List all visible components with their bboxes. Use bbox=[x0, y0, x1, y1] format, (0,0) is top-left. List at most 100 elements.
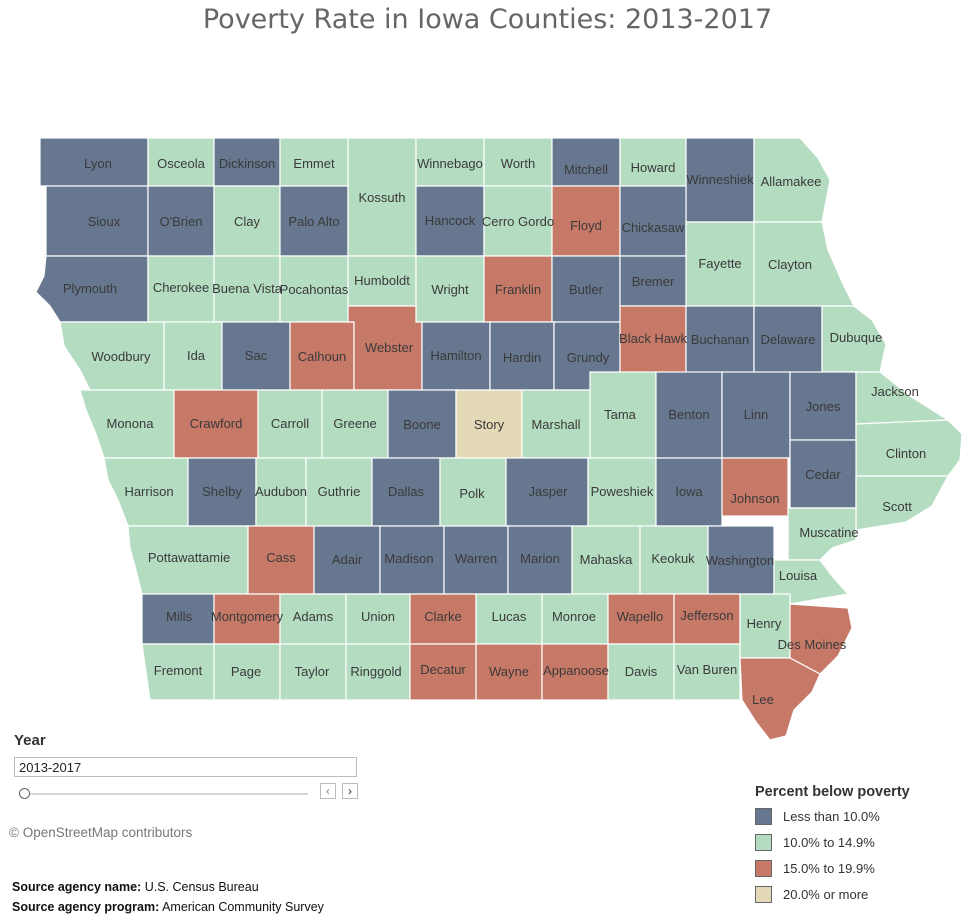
county-story[interactable] bbox=[455, 389, 523, 459]
county-calhoun[interactable] bbox=[289, 321, 355, 391]
county-mahaska[interactable] bbox=[571, 525, 641, 595]
county-bremer[interactable] bbox=[619, 255, 687, 307]
county-washington[interactable] bbox=[707, 525, 775, 595]
county-label: Delaware bbox=[761, 332, 816, 347]
county-franklin[interactable] bbox=[483, 255, 553, 323]
county-cerro-gordo[interactable] bbox=[483, 185, 553, 257]
county-clarke[interactable] bbox=[409, 593, 477, 645]
county-cherokee[interactable] bbox=[147, 255, 215, 323]
county-label: Pocahontas bbox=[280, 282, 349, 297]
county-dallas[interactable] bbox=[371, 457, 441, 527]
county-van-buren[interactable] bbox=[673, 643, 741, 701]
county-label: Madison bbox=[384, 551, 433, 566]
legend-item[interactable]: 10.0% to 14.9% bbox=[755, 834, 910, 860]
iowa-county-map[interactable]: Lyon Osceola Dickinson Emmet Sioux O'Brien Cla… bbox=[0, 0, 975, 760]
county-label: Adair bbox=[332, 552, 363, 567]
county-page[interactable] bbox=[213, 643, 281, 701]
county-label: Clay bbox=[234, 214, 261, 229]
county-taylor[interactable] bbox=[279, 643, 347, 701]
county-boone[interactable] bbox=[387, 389, 457, 459]
county-lee[interactable] bbox=[739, 657, 821, 741]
county-hardin[interactable] bbox=[489, 321, 555, 391]
county-label: Hamilton bbox=[430, 348, 481, 363]
county-label: Crawford bbox=[190, 416, 243, 431]
county-johnson[interactable] bbox=[721, 457, 789, 517]
county-buchanan[interactable] bbox=[685, 305, 755, 375]
county-delaware[interactable] bbox=[753, 305, 823, 375]
county-label: Fayette bbox=[698, 256, 741, 271]
county-sac[interactable] bbox=[221, 321, 291, 391]
legend-item[interactable]: 15.0% to 19.9% bbox=[755, 860, 910, 886]
county-guthrie[interactable] bbox=[305, 457, 373, 527]
county-fremont[interactable] bbox=[141, 643, 215, 701]
county-label: Van Buren bbox=[677, 662, 737, 677]
county-davis[interactable] bbox=[607, 643, 675, 701]
legend-label: 10.0% to 14.9% bbox=[783, 835, 875, 850]
county-benton[interactable] bbox=[655, 371, 723, 459]
county-dickinson[interactable] bbox=[213, 137, 281, 187]
county-iowa[interactable] bbox=[655, 457, 723, 527]
county-label: Des Moines bbox=[778, 637, 847, 652]
county-label: Jackson bbox=[871, 384, 919, 399]
county-label: Jasper bbox=[528, 484, 568, 499]
county-wayne[interactable] bbox=[475, 643, 543, 701]
county-monroe[interactable] bbox=[541, 593, 609, 645]
next-year-button[interactable]: › bbox=[342, 783, 358, 799]
legend-item[interactable]: Less than 10.0% bbox=[755, 808, 910, 834]
county-lyon[interactable] bbox=[39, 137, 149, 187]
legend-item[interactable]: 20.0% or more bbox=[755, 886, 910, 912]
county-jasper[interactable] bbox=[505, 457, 589, 527]
county-osceola[interactable] bbox=[147, 137, 215, 187]
county-linn[interactable] bbox=[721, 371, 791, 459]
county-mills[interactable] bbox=[141, 593, 215, 645]
county-label: Ida bbox=[187, 348, 206, 363]
county-label: Osceola bbox=[157, 156, 205, 171]
county-label: Keokuk bbox=[651, 551, 695, 566]
county-audubon[interactable] bbox=[255, 457, 307, 527]
previous-year-button[interactable]: ‹ bbox=[320, 783, 336, 799]
year-dropdown[interactable]: 2013-2017 bbox=[14, 757, 357, 777]
county-union[interactable] bbox=[345, 593, 411, 645]
county-wright[interactable] bbox=[415, 255, 485, 323]
county-label: Plymouth bbox=[63, 281, 117, 296]
county-cass[interactable] bbox=[247, 525, 315, 595]
county-mitchell[interactable] bbox=[551, 137, 621, 187]
county-winneshiek[interactable] bbox=[685, 137, 755, 223]
county-label: Calhoun bbox=[298, 349, 346, 364]
county-poweshiek[interactable] bbox=[587, 457, 657, 527]
county-label: Hancock bbox=[425, 213, 476, 228]
county-label: Franklin bbox=[495, 282, 541, 297]
county-wapello[interactable] bbox=[607, 593, 675, 645]
county-floyd[interactable] bbox=[551, 185, 621, 257]
county-kossuth[interactable] bbox=[347, 137, 417, 257]
county-warren[interactable] bbox=[443, 525, 509, 595]
county-label: Ringgold bbox=[350, 664, 401, 679]
county-adair[interactable] bbox=[313, 525, 381, 595]
county-label: Cerro Gordo bbox=[482, 214, 554, 229]
county-fayette[interactable] bbox=[685, 221, 755, 307]
county-crawford[interactable] bbox=[173, 389, 259, 459]
county-tama[interactable] bbox=[589, 371, 657, 459]
county-howard[interactable] bbox=[619, 137, 687, 187]
county-label: Clinton bbox=[886, 446, 926, 461]
county-appanoose[interactable] bbox=[541, 643, 609, 701]
county-label: Emmet bbox=[293, 156, 335, 171]
year-slider[interactable]: ‹ › bbox=[14, 783, 364, 805]
county-adams[interactable] bbox=[279, 593, 347, 645]
slider-thumb[interactable] bbox=[19, 788, 30, 799]
county-label: Jefferson bbox=[680, 608, 733, 623]
county-pocahontas[interactable] bbox=[279, 255, 349, 323]
county-decatur[interactable] bbox=[409, 643, 477, 701]
county-winnebago[interactable] bbox=[415, 137, 485, 187]
county-label: Monona bbox=[107, 416, 155, 431]
legend-swatch bbox=[755, 860, 772, 877]
county-buena-vista[interactable] bbox=[213, 255, 281, 323]
slider-track[interactable] bbox=[24, 793, 308, 795]
map-attribution[interactable]: © OpenStreetMap contributors bbox=[9, 825, 193, 840]
county-hancock[interactable] bbox=[415, 185, 485, 257]
county-jackson[interactable] bbox=[855, 371, 950, 425]
legend-label: Less than 10.0% bbox=[783, 809, 880, 824]
county-label: Page bbox=[231, 664, 261, 679]
year-filter: Year 2013-2017 ‹ › bbox=[14, 732, 364, 805]
county-palo-alto[interactable] bbox=[279, 185, 349, 257]
